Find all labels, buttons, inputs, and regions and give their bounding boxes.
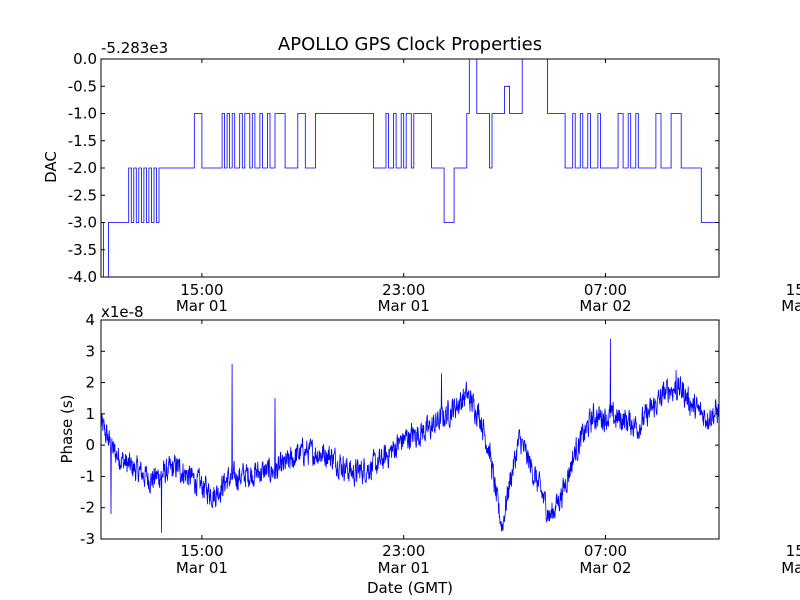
dac-axis-label: DAC <box>42 151 60 183</box>
dac-x-tick-label: 23:00 <box>382 281 425 299</box>
dac-x-tick-date: Mar 02 <box>579 297 631 315</box>
phase-y-tick-label: -2 <box>80 499 95 517</box>
dac-y-tick-label: -2.5 <box>68 186 97 204</box>
dac-plot-panel: 0.0 -0.5 -1.0 -1.5 -2.0 -2.5 -3.0 -3.5 -4.0 15:00… <box>68 50 800 315</box>
dac-offset-label: -5.283e3 <box>101 39 168 57</box>
chart-title: APOLLO GPS Clock Properties <box>278 34 542 55</box>
phase-axis-label: Phase (s) <box>58 394 76 463</box>
dac-y-tick-label: -3.0 <box>68 214 97 232</box>
phase-x-tick-label: 15:00 <box>180 542 223 560</box>
dac-x-tick-date: Mar 01 <box>176 297 228 315</box>
phase-y-tick-label: -3 <box>80 530 95 548</box>
dac-y-tick-label: -1.0 <box>68 105 97 123</box>
dac-y-tick-label: 0.0 <box>73 50 97 68</box>
phase-x-tick-label: 23:00 <box>382 542 425 560</box>
phase-y-tick-label: 0 <box>85 436 95 454</box>
dac-x-tick-label: 07:00 <box>584 281 627 299</box>
phase-x-tick-date: Mar 01 <box>176 559 228 577</box>
dac-x-tick-label: 15:00 <box>786 281 800 299</box>
phase-y-tick-label: 3 <box>85 342 95 360</box>
dac-x-tick-date: Mar 02 <box>781 297 800 315</box>
dac-y-tick-label: -1.5 <box>68 132 97 150</box>
phase-y-tick-label: 4 <box>85 311 95 329</box>
phase-y-tick-label: 1 <box>85 405 95 423</box>
dac-y-tick-label: -4.0 <box>68 268 97 286</box>
x-axis-label: Date (GMT) <box>367 579 453 597</box>
phase-y-tick-label: 2 <box>85 374 95 392</box>
phase-x-tick-date: Mar 02 <box>781 559 800 577</box>
phase-x-tick-date: Mar 01 <box>378 559 430 577</box>
phase-y-tick-label: -1 <box>80 467 95 485</box>
dac-x-tick-label: 15:00 <box>180 281 223 299</box>
phase-x-tick-date: Mar 02 <box>579 559 631 577</box>
phase-plot-frame <box>100 319 720 540</box>
phase-x-tick-label: 15:00 <box>786 542 800 560</box>
dac-y-tick-label: -0.5 <box>68 77 97 95</box>
phase-x-tick-label: 07:00 <box>584 542 627 560</box>
phase-offset-label: x1e-8 <box>101 303 144 321</box>
dac-y-tick-label: -2.0 <box>68 159 97 177</box>
dac-y-tick-label: -3.5 <box>68 241 97 259</box>
phase-series-line <box>101 338 719 533</box>
dac-series-line <box>101 59 719 277</box>
dac-x-tick-date: Mar 01 <box>378 297 430 315</box>
